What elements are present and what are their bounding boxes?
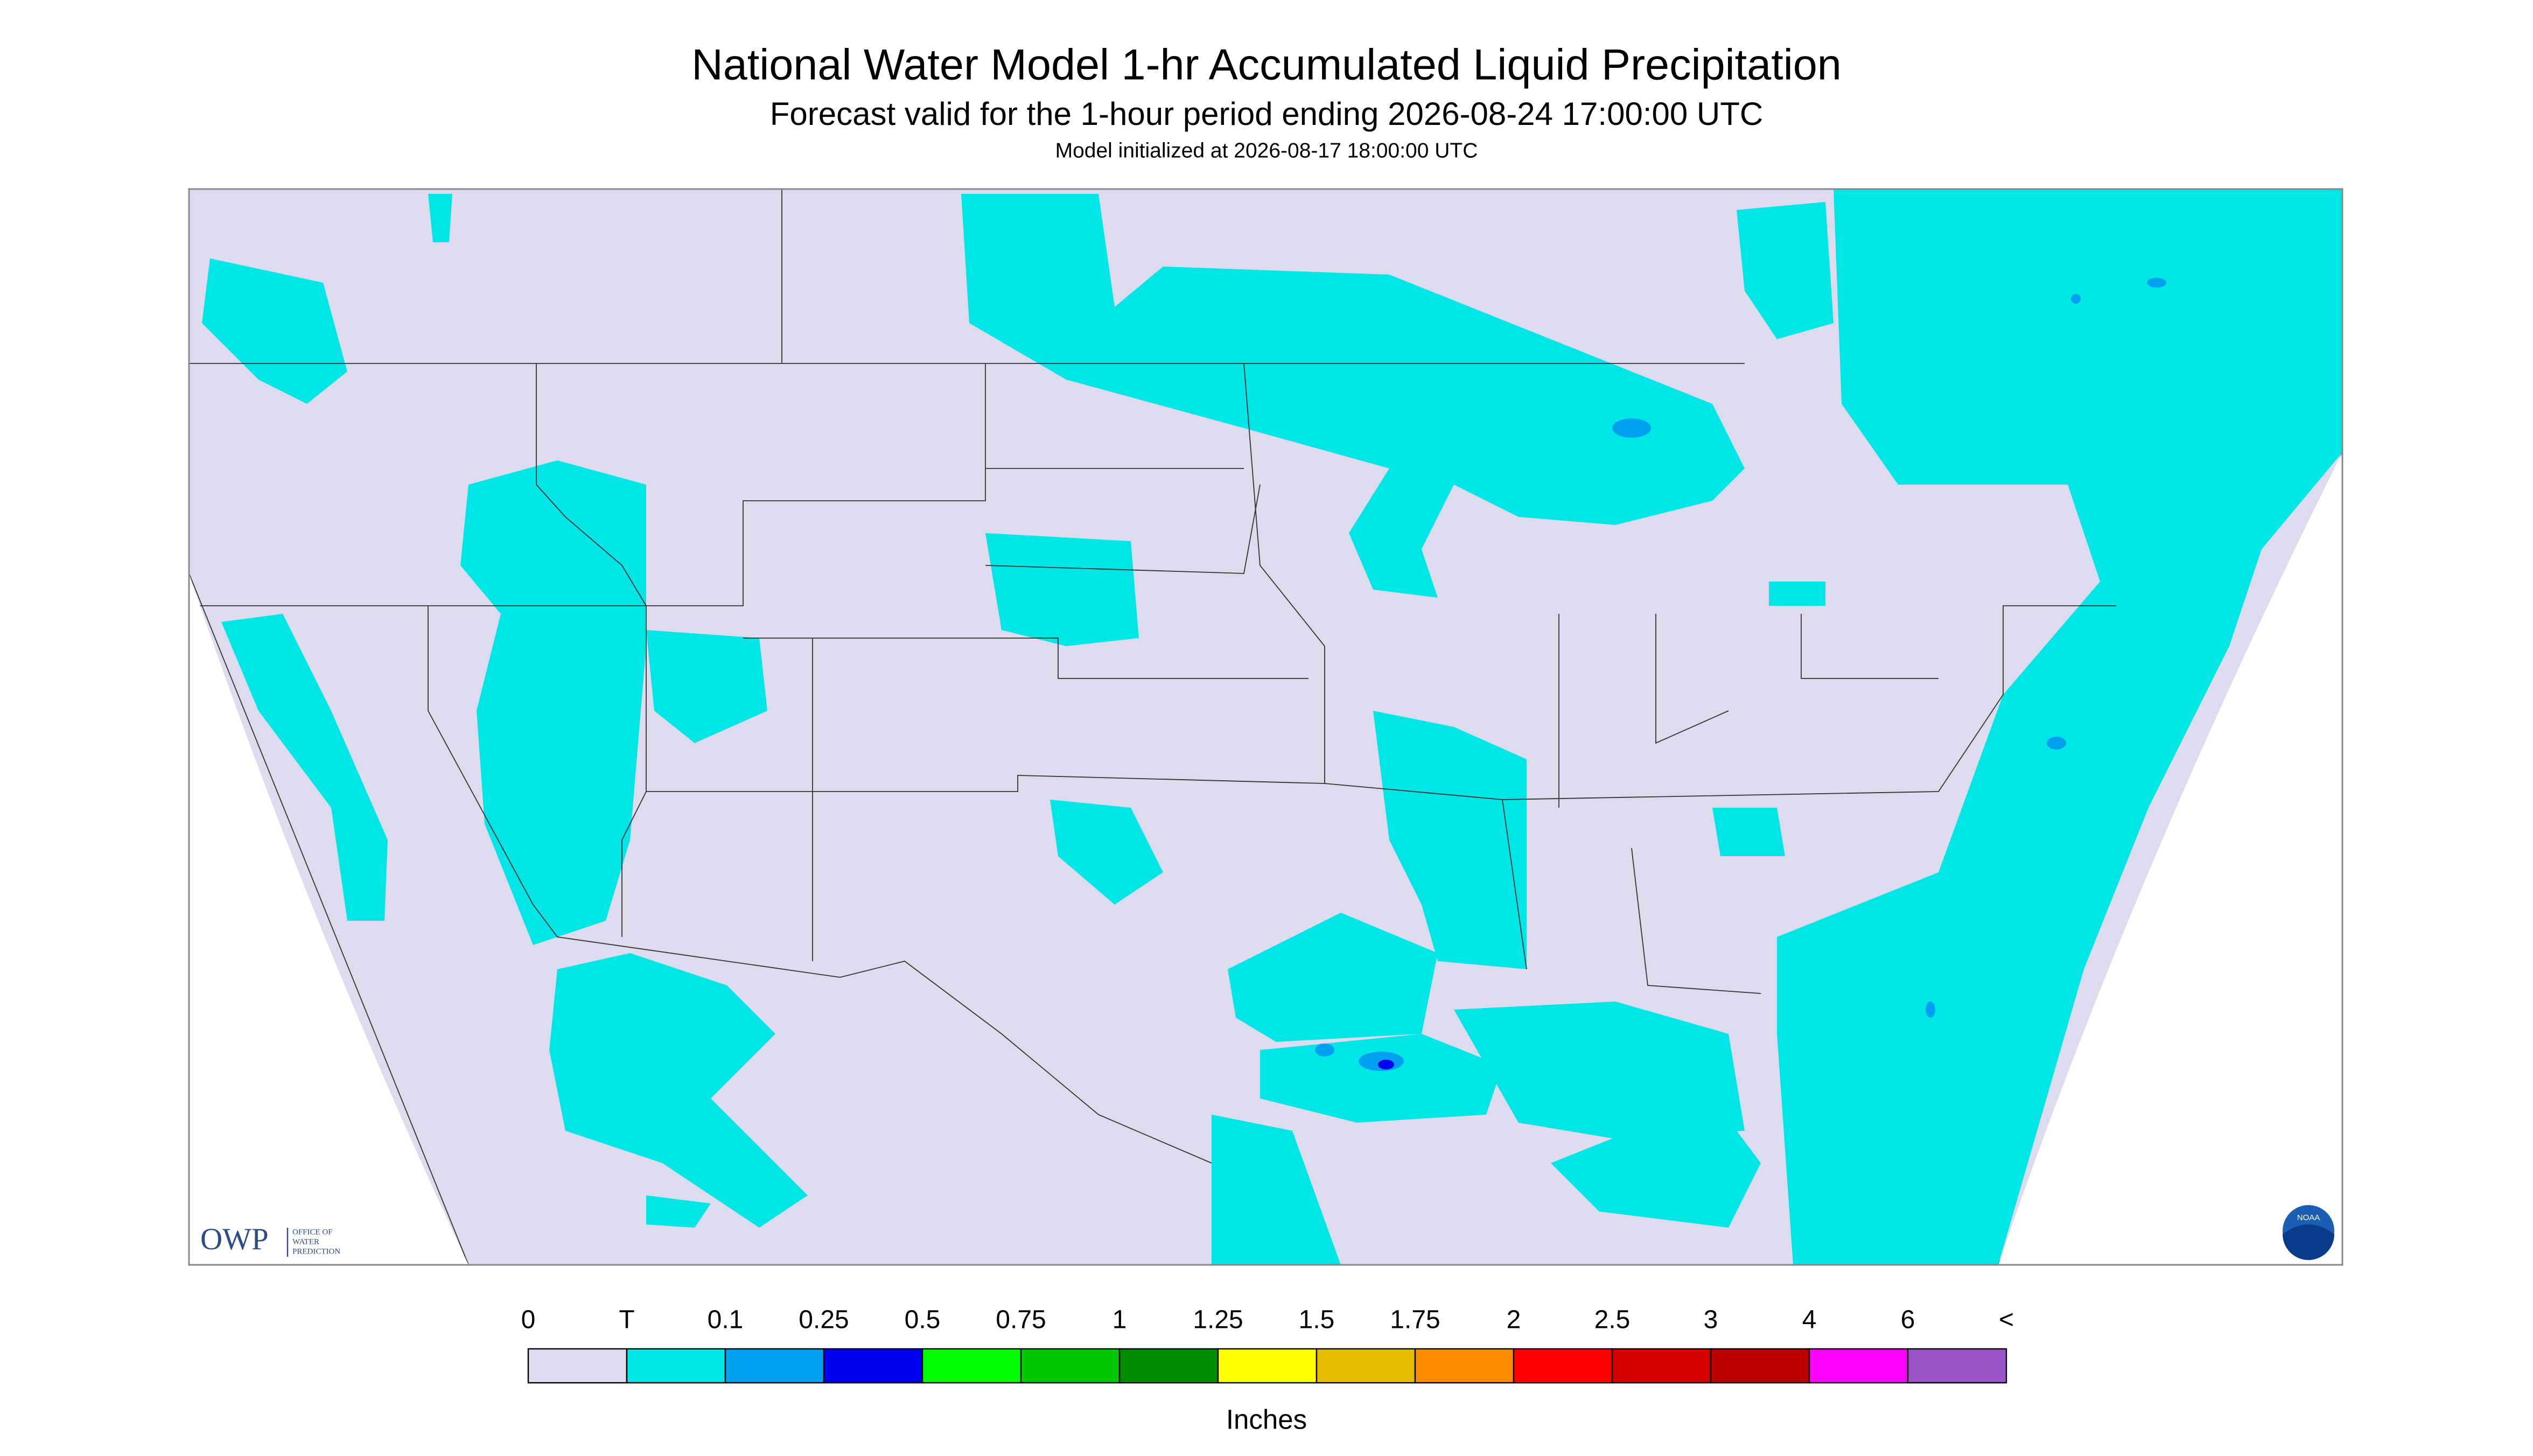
- legend-swatch: [1808, 1348, 1909, 1384]
- map: [188, 188, 2343, 1266]
- legend-label: 1.5: [1299, 1306, 1335, 1334]
- owp-logo: OWP OFFICE OF WATER PREDICTION: [200, 1222, 340, 1257]
- legend-swatch: [1020, 1348, 1121, 1384]
- legend-swatch: [527, 1348, 628, 1384]
- legend-label: 0.5: [905, 1306, 941, 1334]
- legend-label: 6: [1901, 1306, 1915, 1334]
- legend-unit: Inches: [1226, 1404, 1307, 1434]
- legend-label: 0: [521, 1306, 536, 1334]
- legend-label: 1.75: [1390, 1306, 1440, 1334]
- legend-label: 2.5: [1594, 1306, 1631, 1334]
- legend-label: 3: [1704, 1306, 1718, 1334]
- title: National Water Model 1-hr Accumulated Li…: [691, 40, 1842, 89]
- precip-trace: [202, 189, 2342, 1265]
- subtitle: Forecast valid for the 1-hour period end…: [770, 96, 1763, 132]
- legend-swatch: [921, 1348, 1022, 1384]
- legend-label: 0.25: [799, 1306, 849, 1334]
- legend-label: 0.1: [708, 1306, 744, 1334]
- owp-line: OFFICE OF: [292, 1228, 333, 1236]
- legend-label: T: [619, 1306, 634, 1334]
- legend-label: 4: [1802, 1306, 1817, 1334]
- legend-swatch: [1907, 1348, 2007, 1384]
- noaa-text: NOAA: [2297, 1213, 2320, 1222]
- legend-label: 1.25: [1193, 1306, 1243, 1334]
- legend-swatch: [1710, 1348, 1810, 1384]
- legend-swatch: [1414, 1348, 1515, 1384]
- owp-line: PREDICTION: [292, 1247, 340, 1256]
- political-borders: [188, 189, 2343, 1265]
- init-time: Model initialized at 2026-08-17 18:00:00…: [1055, 139, 1478, 162]
- legend-label: 1: [1112, 1306, 1127, 1334]
- color-legend: 0 T 0.1 0.25 0.5 0.75 1 1.25 1.5 1.75 2 2.5 3 4 6 <: [521, 1306, 2014, 1384]
- owp-logo-text: OWP: [200, 1222, 269, 1256]
- noaa-wave: [2283, 1224, 2334, 1261]
- legend-swatch: [1513, 1348, 1613, 1384]
- precip-moderate: [1378, 1060, 1394, 1070]
- legend-swatch: [724, 1348, 825, 1384]
- legend-swatch: [823, 1348, 923, 1384]
- legend-swatch: [1611, 1348, 1712, 1384]
- legend-label: 2: [1507, 1306, 1521, 1334]
- map-frame-outline: [188, 188, 2343, 1266]
- projection-mask-left: [189, 573, 468, 1265]
- noaa-logo: NOAA: [2283, 1205, 2334, 1261]
- legend-swatch: [626, 1348, 726, 1384]
- legend-label: 0.75: [996, 1306, 1046, 1334]
- projection-mask-right: [1998, 452, 2342, 1265]
- legend-swatch: [1118, 1348, 1219, 1384]
- legend-swatch: [1217, 1348, 1318, 1384]
- legend-swatch: [1316, 1348, 1416, 1384]
- owp-line: WATER: [292, 1237, 319, 1246]
- legend-label: <: [1999, 1306, 2014, 1334]
